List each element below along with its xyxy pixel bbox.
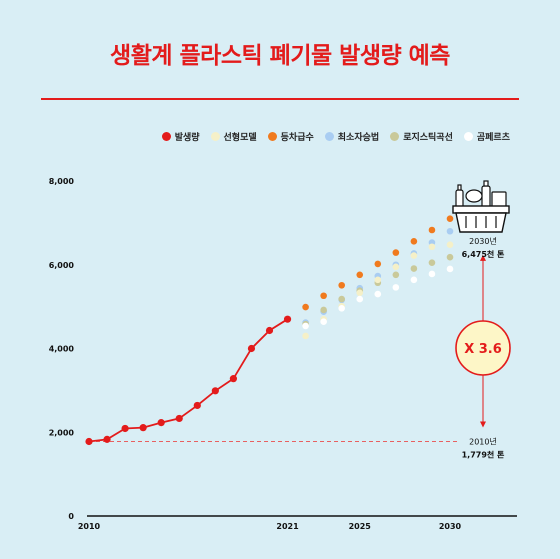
projection-point <box>374 290 382 298</box>
annotation-2010-value: 1,779천 톤 <box>462 450 505 460</box>
actual-point <box>211 387 219 395</box>
projection-point <box>338 305 346 312</box>
legend-swatch <box>161 131 171 141</box>
y-tick-label: 2,000 <box>49 428 75 437</box>
projection-point <box>356 289 364 297</box>
actual-point <box>193 401 201 410</box>
legend-swatch <box>210 131 220 141</box>
projection-point <box>374 276 382 284</box>
projection-dots <box>302 215 454 340</box>
recycling-basket-icon <box>452 180 510 233</box>
actual-point <box>121 424 129 433</box>
projection-point <box>446 227 454 235</box>
annotation-2030-value: 6,475천 톤 <box>462 249 505 259</box>
y-tick-label: 6,000 <box>49 261 75 270</box>
y-tick-label: 0 <box>68 512 74 521</box>
legend-swatch <box>324 131 334 141</box>
legend-item: 등차급수 <box>267 130 314 143</box>
projection-point <box>410 276 418 284</box>
actual-point <box>139 424 147 432</box>
legend-item: 최소자승법 <box>324 130 380 143</box>
x-tick-label: 2021 <box>276 522 299 531</box>
legend-label: 발생량 <box>174 132 200 143</box>
projection-point <box>428 270 436 278</box>
projection-point <box>302 332 309 340</box>
projection-point <box>302 303 309 311</box>
ratio-badge <box>455 320 511 376</box>
actual-line <box>88 318 289 443</box>
projection-point <box>392 284 400 291</box>
legend-swatch <box>463 131 473 141</box>
annotations: X 3.6 2030년 6,475천 톤 2010년 1,779천 톤 <box>452 180 511 460</box>
legend-item: 곰페르츠 <box>463 130 510 143</box>
x-tick-label: 2010 <box>78 522 101 531</box>
legend-label: 곰페르츠 <box>476 132 510 143</box>
legend-swatch <box>267 131 277 141</box>
legend-swatch <box>390 131 400 141</box>
x-tick-label: 2025 <box>349 522 372 531</box>
projection-point <box>410 238 418 245</box>
actual-point <box>229 375 237 383</box>
projection-point <box>338 295 346 303</box>
ratio-arrow-head-top <box>480 254 486 261</box>
actual-point <box>175 414 183 423</box>
projection-point <box>392 271 400 279</box>
annotation-2010-year: 2010년 <box>469 437 497 447</box>
projection-point <box>428 226 436 234</box>
projection-point <box>446 253 454 261</box>
page-title: 생활계 플라스틱 폐기물 발생량 예측 <box>110 43 450 69</box>
x-tick-label: 2030 <box>439 522 462 531</box>
projection-point <box>446 215 454 222</box>
actual-point <box>265 326 274 335</box>
projection-point <box>356 295 364 303</box>
actual-series <box>85 315 292 446</box>
actual-point <box>247 344 256 353</box>
projection-point <box>392 263 400 271</box>
legend-label: 최소자승법 <box>337 132 380 143</box>
projection-point <box>446 241 454 248</box>
projection-point <box>320 292 327 300</box>
ratio-label: X 3.6 <box>464 342 502 357</box>
legend-item: 로지스틱곡선 <box>390 130 453 143</box>
legend-label: 선형모델 <box>223 132 257 143</box>
chart-legend: 발생량 선형모델 등차급수 최소자승법 로지스틱곡선 곰페르츠 <box>150 128 510 144</box>
legend-item: 발생량 <box>161 130 200 143</box>
projection-point <box>428 243 436 251</box>
legend-item: 선형모델 <box>210 130 257 143</box>
y-tick-label: 8,000 <box>49 177 75 186</box>
projection-point <box>356 271 364 279</box>
projection-point <box>320 318 327 326</box>
legend-label: 등차급수 <box>280 132 314 143</box>
projection-point <box>410 265 418 272</box>
projection-point <box>410 252 418 259</box>
actual-point <box>283 315 292 323</box>
title-divider <box>41 98 519 100</box>
projection-point <box>428 259 436 266</box>
chart-axes: 0 2,000 4,000 6,000 8,000 2010 2021 2025 2030 <box>49 177 517 531</box>
annotation-2030-year: 2030년 <box>469 236 497 246</box>
actual-point <box>103 435 111 443</box>
projection-point <box>374 260 382 268</box>
legend-label: 로지스틱곡선 <box>403 132 453 143</box>
ratio-arrow-head-bottom <box>480 421 486 428</box>
projection-point <box>392 249 400 256</box>
projection-point <box>302 322 309 330</box>
y-tick-label: 4,000 <box>49 345 75 354</box>
projection-point <box>338 281 346 289</box>
actual-point <box>85 437 93 446</box>
projection-point <box>320 306 327 314</box>
actual-point <box>157 419 165 427</box>
projection-point <box>446 265 454 273</box>
